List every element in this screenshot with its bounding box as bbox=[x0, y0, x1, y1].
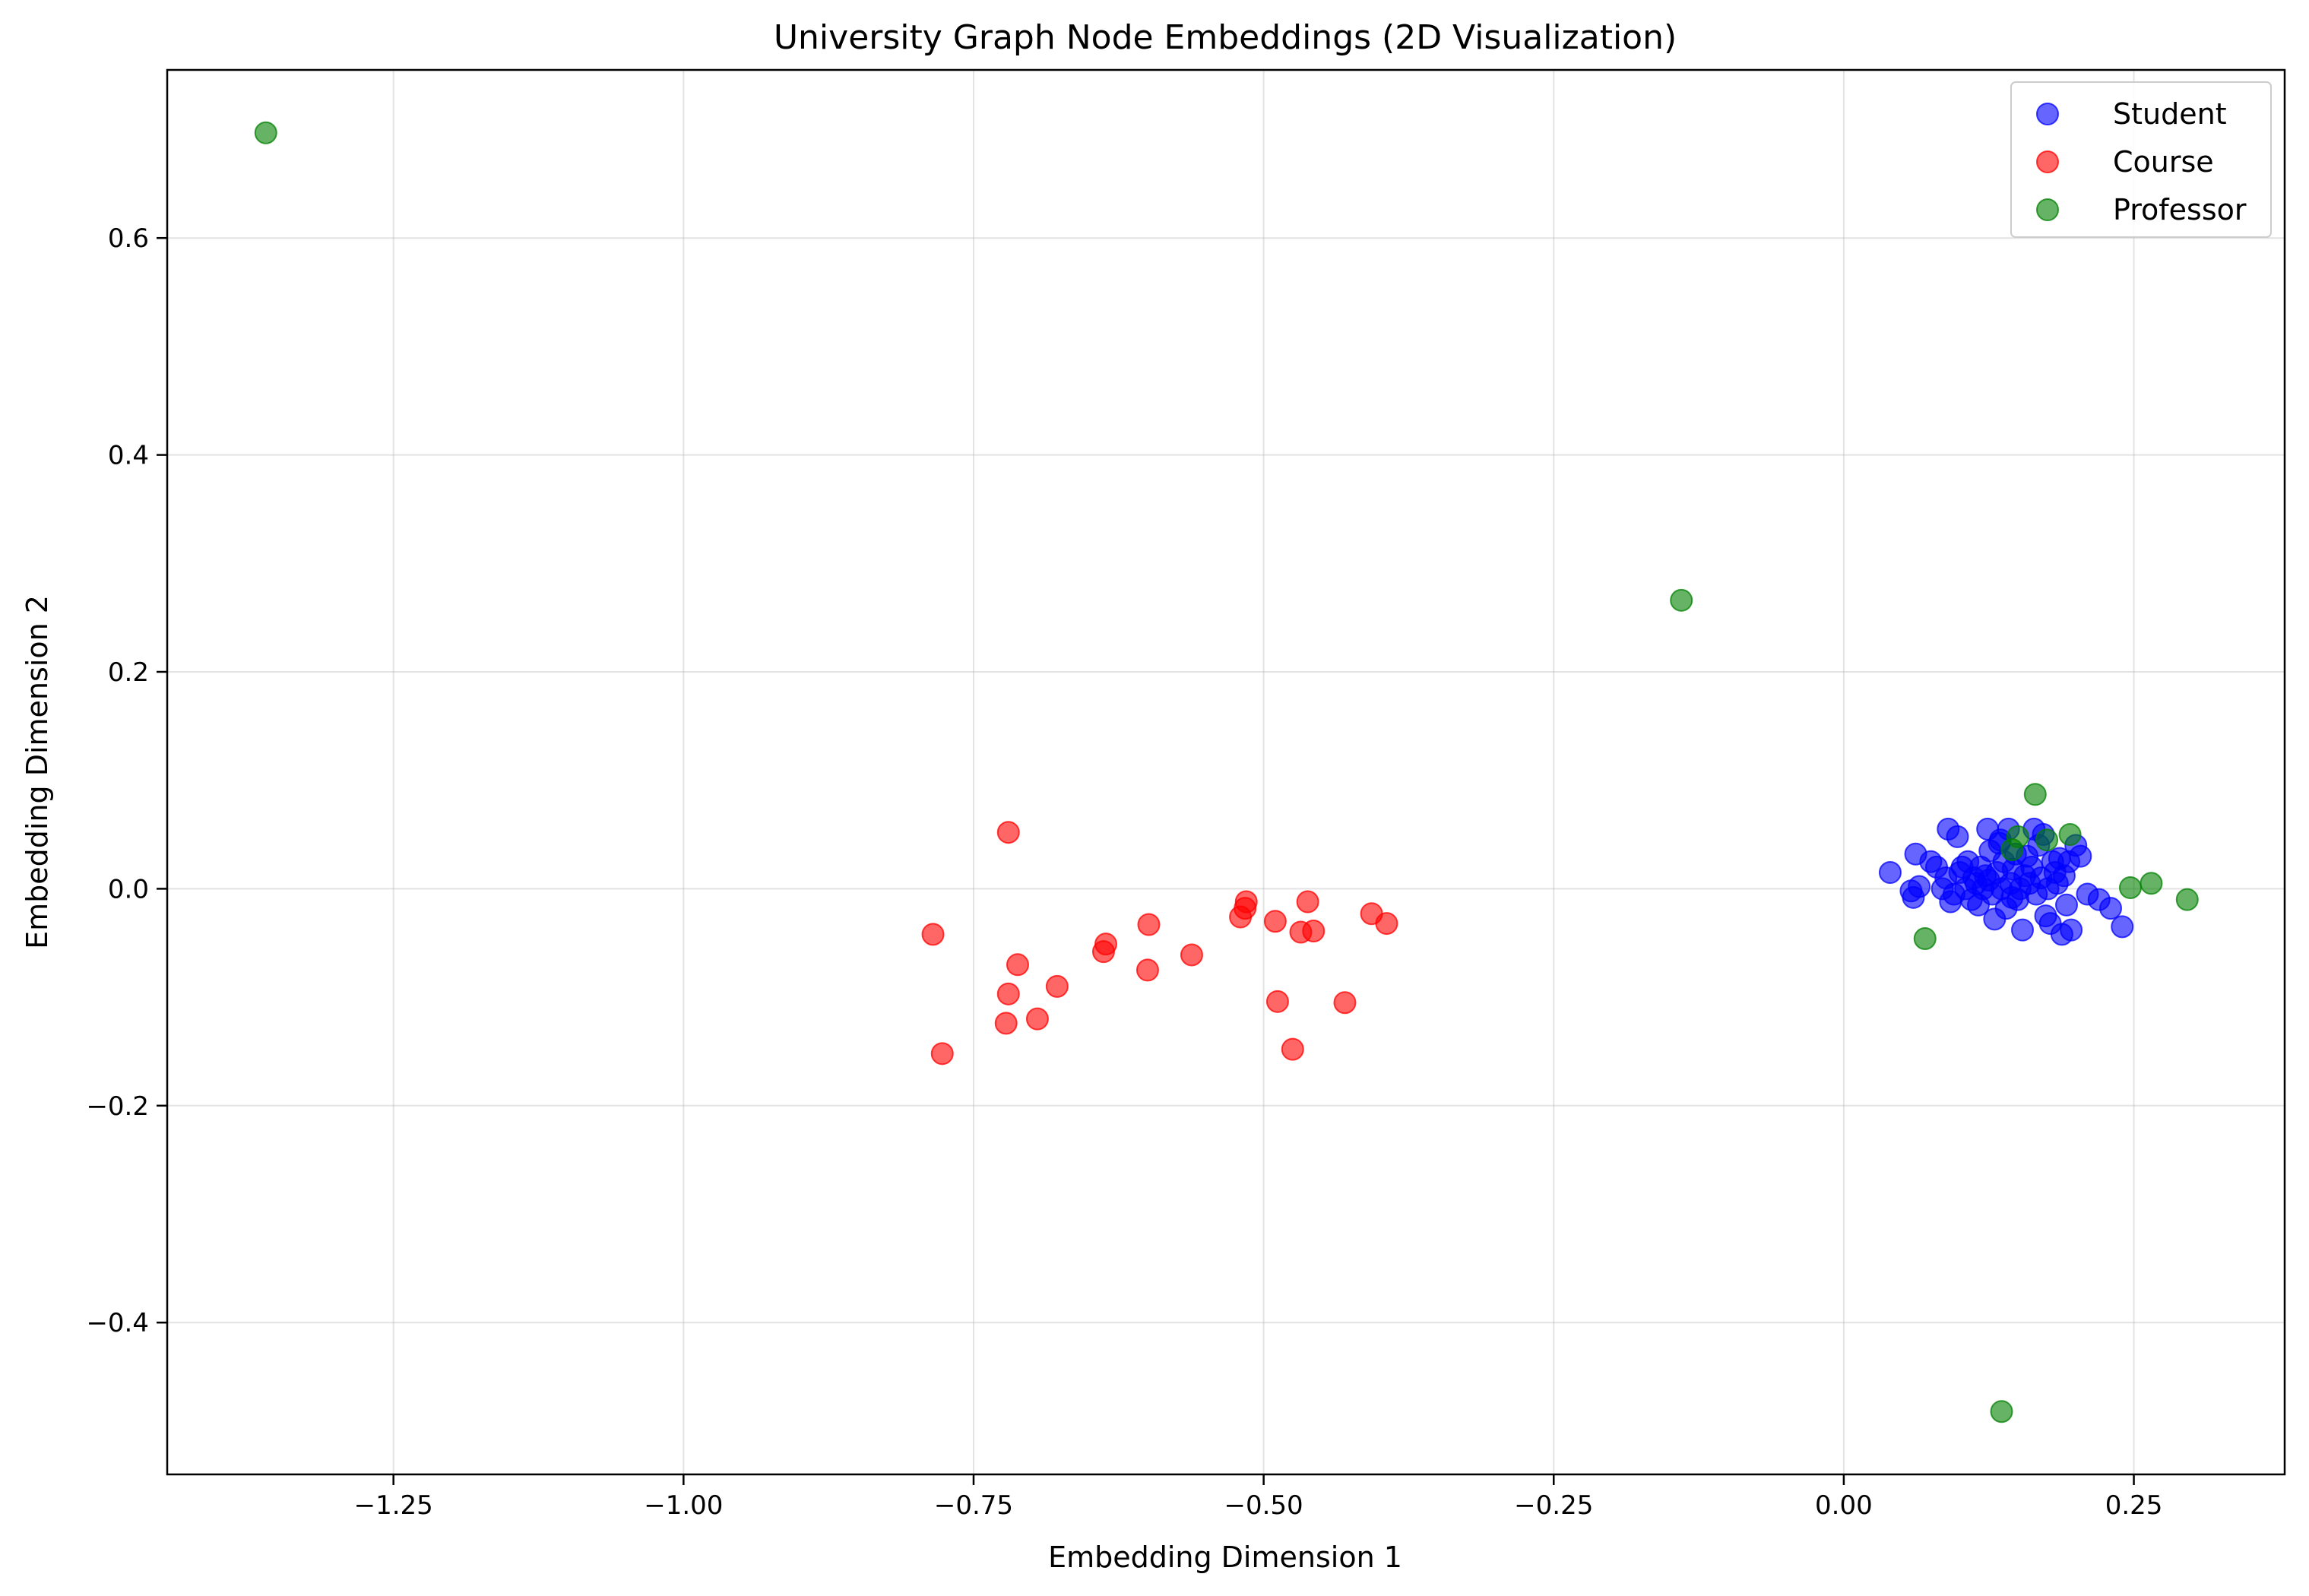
student-point bbox=[2111, 915, 2134, 939]
student-point bbox=[1946, 825, 1969, 848]
plot-frame bbox=[166, 68, 2286, 1476]
course-point bbox=[1234, 890, 1258, 914]
course-point bbox=[1296, 890, 1319, 914]
legend-marker-course bbox=[2036, 150, 2059, 173]
y-tick-label: 0.2 bbox=[108, 657, 149, 688]
course-point bbox=[1263, 910, 1287, 933]
professor-point bbox=[2006, 825, 2029, 848]
x-axis-label: Embedding Dimension 1 bbox=[1048, 1541, 1402, 1574]
x-tick-label: −0.50 bbox=[1224, 1490, 1303, 1521]
course-point bbox=[1375, 912, 1398, 936]
course-point bbox=[921, 923, 945, 946]
course-point bbox=[1137, 913, 1161, 936]
student-point bbox=[2099, 897, 2123, 920]
student-point bbox=[1908, 875, 1931, 898]
legend-box bbox=[2010, 81, 2272, 238]
professor-point bbox=[1913, 927, 1937, 951]
course-point bbox=[1135, 958, 1159, 982]
legend-marker-student bbox=[2036, 103, 2059, 125]
professor-point bbox=[2058, 823, 2082, 847]
y-axis-label: Embedding Dimension 2 bbox=[21, 595, 54, 949]
course-point bbox=[1265, 990, 1289, 1013]
course-point bbox=[1094, 933, 1117, 956]
data-points bbox=[254, 121, 2199, 1423]
course-point bbox=[996, 821, 1020, 844]
y-tick-label: −0.4 bbox=[86, 1308, 149, 1338]
professor-point bbox=[2118, 876, 2142, 899]
student-point bbox=[2010, 918, 2034, 942]
course-point bbox=[930, 1042, 954, 1066]
student-point bbox=[1977, 868, 2000, 891]
legend-label-course: Course bbox=[2113, 145, 2214, 179]
x-tick-label: −1.00 bbox=[644, 1490, 723, 1521]
y-tick-label: 0.4 bbox=[108, 441, 149, 471]
course-point bbox=[1025, 1007, 1049, 1031]
professor-point bbox=[2023, 783, 2047, 806]
axis-ticks: −1.25 −1.00 −0.75 −0.50 −0.25 0.00 0.25 −0.4 −0.… bbox=[86, 223, 2162, 1521]
student-point bbox=[2055, 893, 2079, 917]
professor-point bbox=[2035, 828, 2059, 852]
course-point bbox=[1281, 1037, 1304, 1061]
professor-point bbox=[2175, 888, 2199, 911]
professor-point bbox=[1670, 588, 1693, 612]
course-point bbox=[1045, 974, 1069, 998]
student-point bbox=[2000, 885, 2024, 909]
legend-marker-professor bbox=[2036, 198, 2059, 221]
y-tick-label: −0.2 bbox=[86, 1091, 149, 1122]
student-point bbox=[1878, 861, 1902, 884]
course-point bbox=[1180, 943, 1203, 967]
course-point bbox=[1006, 953, 1029, 977]
x-tick-label: 0.00 bbox=[1815, 1490, 1873, 1521]
course-point bbox=[996, 982, 1020, 1005]
grid-lines bbox=[167, 70, 2285, 1474]
legend: Student Course Professor bbox=[2010, 81, 2272, 238]
x-tick-label: 0.25 bbox=[2105, 1490, 2163, 1521]
y-tick-label: 0.0 bbox=[108, 874, 149, 904]
x-tick-label: −0.75 bbox=[934, 1490, 1013, 1521]
legend-label-professor: Professor bbox=[2113, 193, 2247, 226]
student-point bbox=[2060, 918, 2083, 942]
legend-label-student: Student bbox=[2113, 97, 2227, 131]
x-tick-label: −1.25 bbox=[354, 1490, 433, 1521]
x-tick-label: −0.25 bbox=[1514, 1490, 1593, 1521]
professor-point bbox=[1990, 1400, 2013, 1423]
professor-point bbox=[254, 121, 277, 144]
y-tick-label: 0.6 bbox=[108, 223, 149, 254]
professor-point bbox=[2140, 872, 2163, 895]
course-point bbox=[1302, 920, 1326, 943]
course-point bbox=[994, 1012, 1018, 1035]
course-point bbox=[1333, 991, 1357, 1015]
student-point bbox=[2069, 844, 2092, 868]
chart-title: University Graph Node Embeddings (2D Vis… bbox=[774, 18, 1677, 57]
